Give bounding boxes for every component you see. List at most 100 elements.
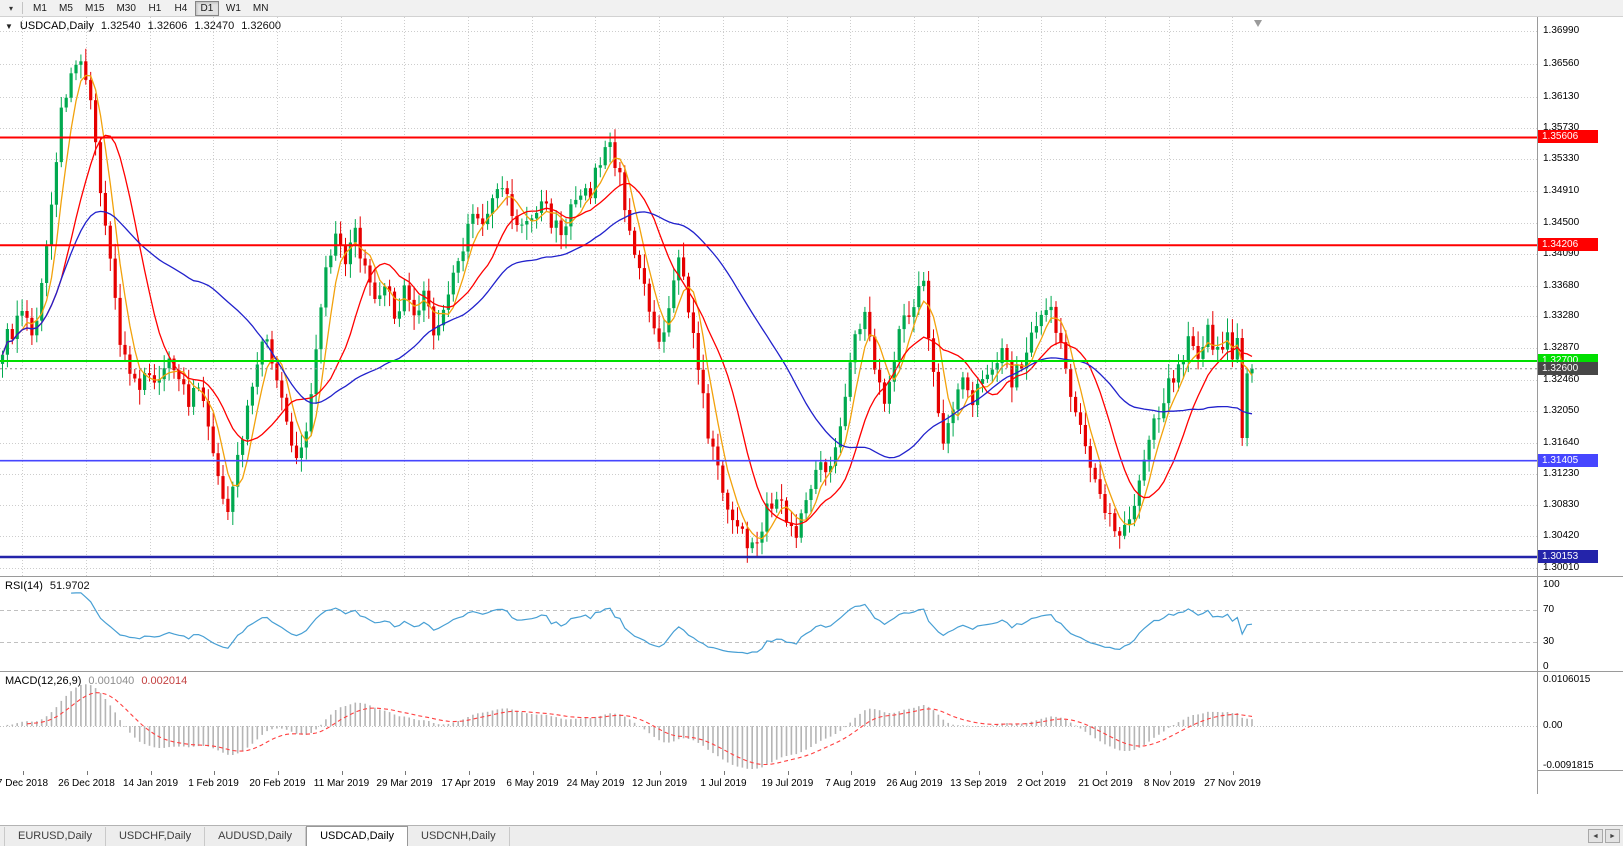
macd-indicator-label: MACD(12,26,9) 0.001040 0.002014 <box>5 675 187 687</box>
panel-separator[interactable] <box>0 671 1623 672</box>
price-axis-label: 1.32050 <box>1543 405 1580 416</box>
date-axis-label: 27 Nov 2019 <box>1204 778 1261 789</box>
price-axis-label: 1.36560 <box>1543 58 1580 69</box>
timeframe-button-h4[interactable]: H4 <box>174 2 188 14</box>
date-tick <box>213 771 215 775</box>
date-tick <box>468 771 470 775</box>
bid-price-tag: 1.32600 <box>1538 362 1598 375</box>
macd-chart-canvas[interactable] <box>0 672 1537 770</box>
panel-separator[interactable] <box>0 576 1623 577</box>
rsi-line <box>71 592 1253 655</box>
price-axis-label: 1.30830 <box>1543 499 1580 510</box>
price-axis-label: 1.32870 <box>1543 342 1580 353</box>
rsi-axis-label: 70 <box>1543 604 1555 615</box>
price-axis-label: 1.36130 <box>1543 91 1580 102</box>
date-axis-label: 7 Dec 2018 <box>0 778 49 789</box>
chevron-down-icon: ▾ <box>8 3 13 13</box>
tab-scroll-right-button[interactable]: ► <box>1605 829 1620 843</box>
price-axis-label: 1.33680 <box>1543 280 1580 291</box>
timeframe-button-d1[interactable]: D1 <box>194 0 219 16</box>
tab-scroll-arrows: ◄ ► <box>1588 829 1620 843</box>
tab-audusd[interactable]: AUDUSD,Daily <box>205 827 307 846</box>
tab-usdcnh[interactable]: USDCNH,Daily <box>408 827 510 846</box>
price-axis-label: 1.33280 <box>1543 310 1580 321</box>
date-axis-label: 29 Mar 2019 <box>376 778 433 789</box>
price-axis-line <box>1537 17 1538 794</box>
date-axis-label: 12 Jun 2019 <box>631 778 688 789</box>
rsi-value: 51.9702 <box>49 580 90 592</box>
date-tick <box>150 771 152 775</box>
timeframe-button-w1[interactable]: W1 <box>225 2 241 14</box>
symbol-dropdown-icon: ▼ <box>5 21 13 31</box>
timeframe-button-mn[interactable]: MN <box>252 2 269 14</box>
date-tick <box>595 771 597 775</box>
date-axis-label: 17 Apr 2019 <box>441 778 496 789</box>
price-axis-label: 1.36990 <box>1543 25 1580 36</box>
date-tick <box>659 771 661 775</box>
price-axis-label: 1.30010 <box>1543 562 1580 573</box>
tab-eurusd[interactable]: EURUSD,Daily <box>4 827 106 846</box>
date-axis-label: 20 Feb 2019 <box>249 778 306 789</box>
price-axis-label: 1.32460 <box>1543 374 1580 385</box>
timeframe-toolbar: ▾ M1 M5 M15 M30 H1 H4 D1 W1 MN <box>0 0 1623 17</box>
price-chart-canvas[interactable] <box>0 17 1537 576</box>
ohlc-high: 1.32606 <box>147 20 188 32</box>
chart-shift-marker <box>1254 20 1262 27</box>
macd-axis-label: 0.00 <box>1543 720 1563 731</box>
timeframe-buttons: M1 M5 M15 M30 H1 H4 D1 W1 MN <box>27 0 274 16</box>
chart-title: ▼ USDCAD,Daily 1.32540 1.32606 1.32470 1… <box>5 20 281 32</box>
hline-price-tag: 1.31405 <box>1538 454 1598 467</box>
macd-axis-label: -0.0091815 <box>1543 760 1594 771</box>
date-axis-label: 24 May 2019 <box>566 778 625 789</box>
date-tick <box>277 771 279 775</box>
date-tick <box>1232 771 1234 775</box>
tab-scroll-left-button[interactable]: ◄ <box>1588 829 1603 843</box>
hline-price-tag: 1.35606 <box>1538 130 1598 143</box>
ohlc-low: 1.32470 <box>194 20 235 32</box>
date-tick <box>404 771 406 775</box>
timeframe-button-m15[interactable]: M15 <box>85 2 105 14</box>
date-axis-label: 1 Feb 2019 <box>188 778 239 789</box>
tab-usdchf[interactable]: USDCHF,Daily <box>106 827 206 846</box>
ohlc-open: 1.32540 <box>100 20 141 32</box>
price-axis-label: 1.34500 <box>1543 217 1580 228</box>
rsi-axis[interactable]: 100 70 30 0 <box>1538 577 1623 672</box>
timeframe-button-m5[interactable]: M5 <box>59 2 73 14</box>
date-axis-label: 7 Aug 2019 <box>825 778 876 789</box>
price-axis-label: 1.30420 <box>1543 530 1580 541</box>
toolbar-dropdown-button[interactable]: ▾ <box>2 1 20 16</box>
macd-axis[interactable]: 0.0106015 0.00 -0.0091815 <box>1538 672 1623 771</box>
date-axis-label: 21 Oct 2019 <box>1078 778 1133 789</box>
rsi-axis-label: 0 <box>1543 661 1549 672</box>
date-axis-label: 13 Sep 2019 <box>950 778 1007 789</box>
chart-symbol-label: USDCAD,Daily <box>19 20 94 32</box>
macd-main-value: 0.001040 <box>88 675 135 687</box>
date-tick <box>86 771 88 775</box>
date-tick <box>914 771 916 775</box>
price-axis[interactable]: 1.36990 1.36560 1.36130 1.35730 1.35330 1.349… <box>1538 17 1623 576</box>
macd-histogram <box>6 684 1253 769</box>
timeframe-button-h1[interactable]: H1 <box>148 2 162 14</box>
rsi-chart-canvas[interactable] <box>0 577 1537 671</box>
date-tick <box>723 771 725 775</box>
date-axis-label: 26 Aug 2019 <box>886 778 943 789</box>
arrow-left-icon: ◄ <box>1592 833 1599 840</box>
date-axis-label: 6 May 2019 <box>506 778 559 789</box>
date-tick <box>22 771 24 775</box>
candles <box>0 48 1254 563</box>
price-axis-label: 1.35730 <box>1543 122 1580 133</box>
date-axis-label: 26 Dec 2018 <box>58 778 115 789</box>
grid-lines <box>0 17 1537 576</box>
timeframe-button-m30[interactable]: M30 <box>116 2 136 14</box>
macd-signal-line <box>26 692 1253 766</box>
rsi-axis-label: 30 <box>1543 636 1555 647</box>
rsi-indicator-label: RSI(14) 51.9702 <box>5 580 90 592</box>
date-tick <box>1041 771 1043 775</box>
hline-price-tag: 1.30153 <box>1538 550 1598 563</box>
tab-usdcad[interactable]: USDCAD,Daily <box>306 826 409 846</box>
date-axis[interactable]: 7 Dec 2018 26 Dec 2018 14 Jan 2019 1 Feb 20… <box>0 770 1537 794</box>
price-axis-label: 1.34910 <box>1543 185 1580 196</box>
macd-signal-value: 0.002014 <box>141 675 188 687</box>
arrow-right-icon: ► <box>1609 833 1616 840</box>
timeframe-button-m1[interactable]: M1 <box>33 2 47 14</box>
